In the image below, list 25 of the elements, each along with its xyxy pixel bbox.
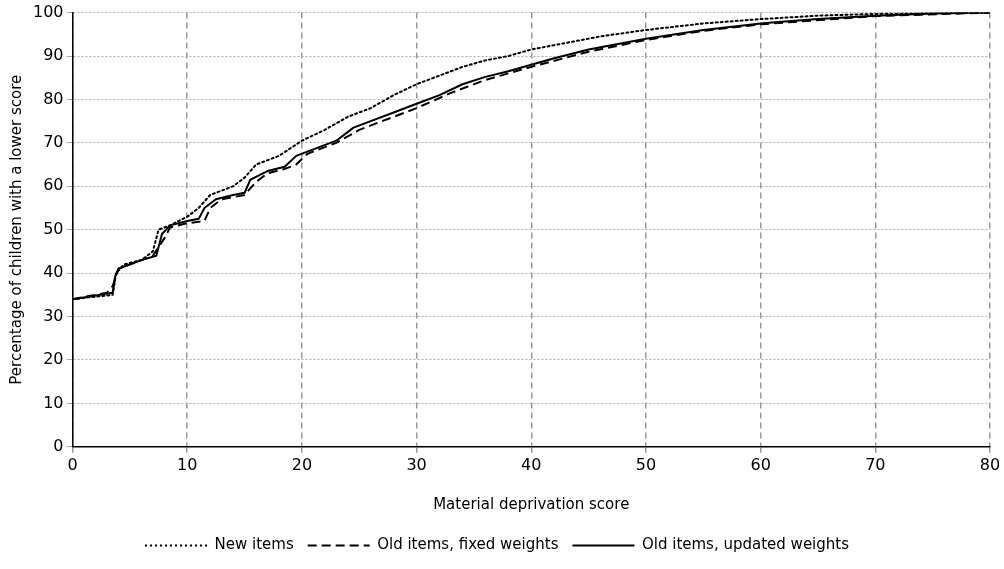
x-tick-label: 20 xyxy=(291,454,313,474)
x-tick-label: 50 xyxy=(635,454,657,474)
x-tick-label: 0 xyxy=(67,454,78,474)
x-tick-label: 70 xyxy=(865,454,886,474)
legend-label: Old items, updated weights xyxy=(641,535,850,554)
y-tick-label: 90 xyxy=(43,45,64,65)
y-tick-label: 100 xyxy=(32,1,64,21)
y-tick-label: 0 xyxy=(53,435,64,455)
x-tick-label: 60 xyxy=(750,454,771,474)
y-tick-label: 70 xyxy=(43,132,64,152)
y-tick-label: 20 xyxy=(43,349,64,369)
x-tick-label: 40 xyxy=(521,454,542,474)
legend-label: New items xyxy=(214,535,294,554)
x-tick-label: 80 xyxy=(979,454,1001,474)
y-tick-label: 30 xyxy=(43,305,64,325)
legend-label: Old items, fixed weights xyxy=(377,535,559,554)
x-tick-label: 30 xyxy=(406,454,427,474)
x-axis-title: Material deprivation score xyxy=(433,494,630,513)
y-tick-label: 60 xyxy=(43,175,64,195)
y-tick-label: 80 xyxy=(43,88,64,108)
y-tick-label: 50 xyxy=(43,218,64,238)
y-axis-title: Percentage of children with a lower score xyxy=(6,74,25,385)
y-tick-label: 40 xyxy=(43,262,64,282)
y-tick-label: 10 xyxy=(43,392,64,412)
x-tick-label: 10 xyxy=(177,454,198,474)
